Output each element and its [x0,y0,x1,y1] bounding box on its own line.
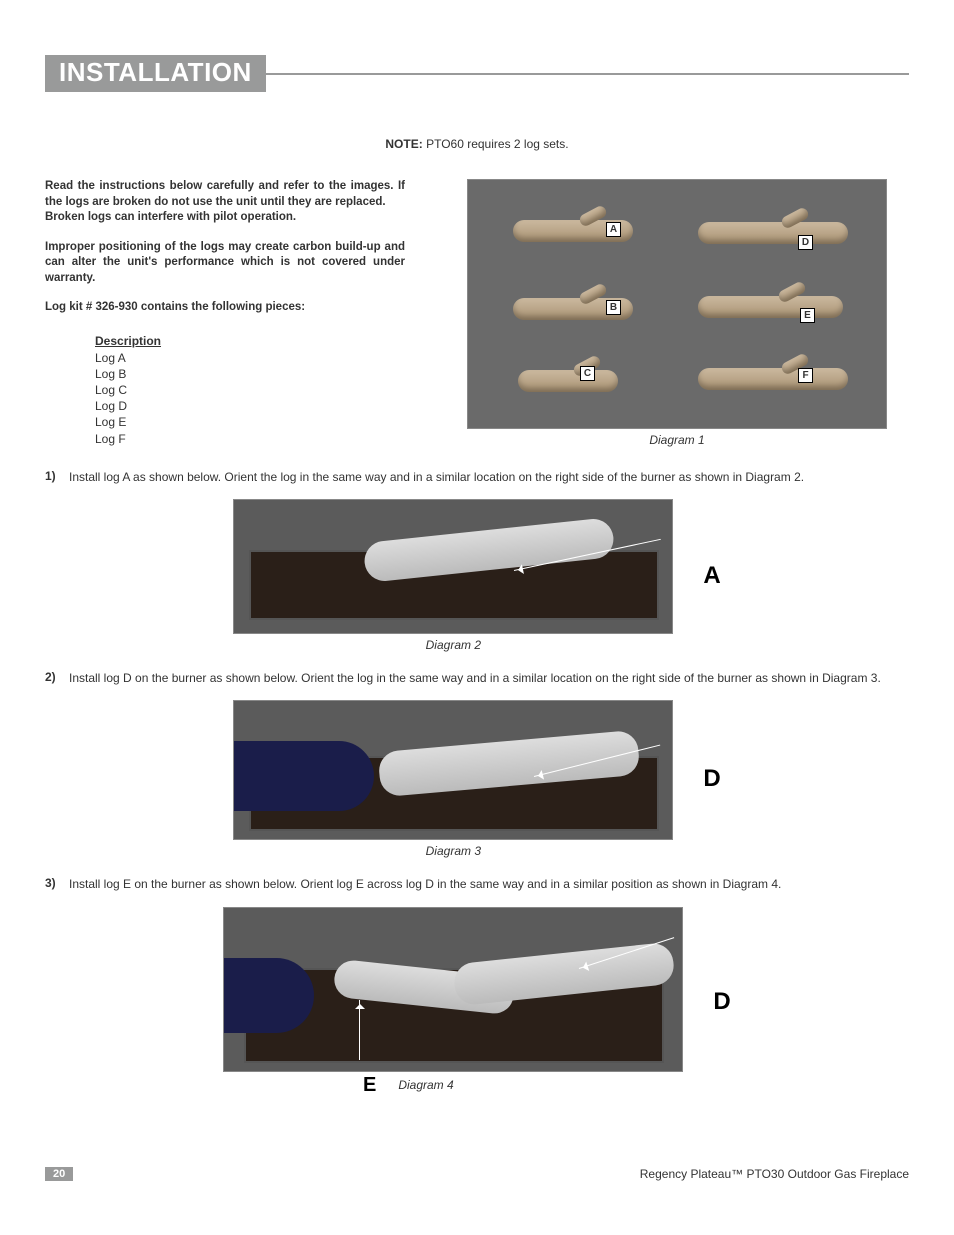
diagram-2-caption: Diagram 2 [426,638,481,652]
intro-p3: Improper positioning of the logs may cre… [45,240,405,287]
diagram-1-tag: E [800,308,815,323]
section-rule [266,73,909,75]
intro-p2: Broken logs can interfere with pilot ope… [45,210,405,226]
diagram-1-tag: F [798,368,813,383]
step-2-text: Install log D on the burner as shown bel… [69,670,909,686]
description-list: Log ALog BLog CLog DLog ELog F [95,350,405,447]
description-item: Log C [95,382,405,398]
diagram-1-log [698,222,848,244]
diagram-4-image [223,907,683,1072]
step-2-num: 2) [45,670,69,686]
description-header: Description [95,334,405,348]
note-body: PTO60 requires 2 log sets. [426,137,569,151]
step-3-num: 3) [45,876,69,892]
diagram-1-tag: A [606,222,621,237]
description-item: Log A [95,350,405,366]
note-line: NOTE: PTO60 requires 2 log sets. [45,137,909,151]
section-header: INSTALLATION [45,55,909,92]
diagram-4-label-e: E [363,1074,376,1097]
step-1: 1) Install log A as shown below. Orient … [45,469,909,485]
step-1-num: 1) [45,469,69,485]
diagram-1-log [698,368,848,390]
diagram-3-image [233,700,673,840]
description-item: Log B [95,366,405,382]
diagram-3-label: D [703,765,720,793]
diagram-2-block: Diagram 2 [233,499,673,652]
intro-block: Read the instructions below carefully an… [45,179,405,447]
diagram-4-caption: Diagram 4 [398,1078,453,1092]
step-3: 3) Install log E on the burner as shown … [45,876,909,892]
diagram-4-wrap: E Diagram 4 D [45,907,909,1097]
page-number: 20 [45,1167,73,1181]
diagram-1-image: A B C D E F [467,179,887,429]
section-title: INSTALLATION [45,55,266,92]
diagram-1-tag: C [580,366,595,381]
footer: 20 Regency Plateau™ PTO30 Outdoor Gas Fi… [45,1167,909,1181]
diagram-2-label: A [703,562,720,590]
diagram-2-wrap: Diagram 2 A [45,499,909,652]
diagram-3-caption: Diagram 3 [426,844,481,858]
diagram-1-tag: D [798,235,813,250]
diagram-1-caption: Diagram 1 [649,433,704,447]
diagram-3-wrap: Diagram 3 D [45,700,909,858]
diagram-2-image [233,499,673,634]
step-1-text: Install log A as shown below. Orient the… [69,469,909,485]
diagram-1-log [518,370,618,392]
diagram-4-label-d: D [713,988,730,1016]
diagram-3-block: Diagram 3 [233,700,673,858]
intro-p1: Read the instructions below carefully an… [45,179,405,210]
diagram-1-tag: B [606,300,621,315]
step-3-text: Install log E on the burner as shown bel… [69,876,909,892]
steps: 1) Install log A as shown below. Orient … [45,469,909,1097]
intro-p4: Log kit # 326-930 contains the following… [45,300,405,316]
top-grid: Read the instructions below carefully an… [45,179,909,447]
diagram-4-block: E Diagram 4 [223,907,683,1097]
product-name: Regency Plateau™ PTO30 Outdoor Gas Firep… [640,1167,909,1181]
diagram-1-figure: A B C D E F Diagram 1 [445,179,909,447]
description-item: Log E [95,414,405,430]
description-item: Log F [95,431,405,447]
step-2: 2) Install log D on the burner as shown … [45,670,909,686]
note-prefix: NOTE: [385,137,422,151]
description-block: Description Log ALog BLog CLog DLog ELog… [95,334,405,447]
diagram-1-log [698,296,843,318]
description-item: Log D [95,398,405,414]
